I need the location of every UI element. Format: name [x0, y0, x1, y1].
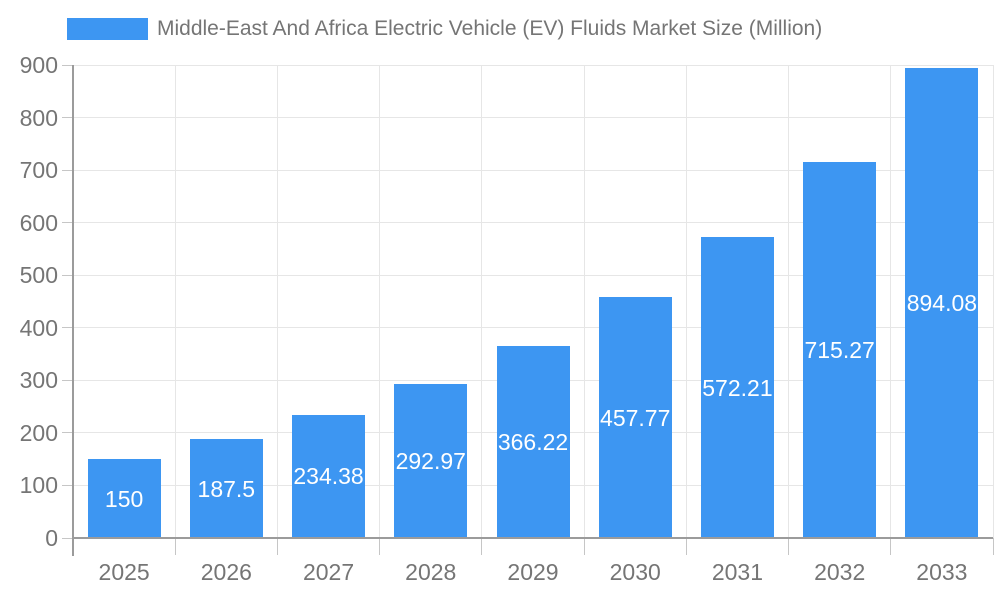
y-axis-label-400: 400: [19, 314, 58, 341]
x-axis-label-2031: 2031: [711, 559, 764, 585]
gridline-x-1: [174, 65, 176, 538]
chart-title: Middle-East And Africa Electric Vehicle …: [157, 17, 823, 40]
x-axis-label-2027: 2027: [302, 559, 355, 585]
bar-2027[interactable]: [292, 414, 366, 538]
bar-2031[interactable]: [700, 237, 774, 538]
bar-value-label-2033: 894.08: [906, 290, 978, 317]
gridline-y-500: [73, 274, 993, 276]
bar-value-label-2026: 187.5: [197, 475, 256, 502]
x-tick-6: [685, 538, 687, 555]
gridline-y-700: [73, 169, 993, 171]
x-tick-4: [481, 538, 483, 555]
y-tick-400: [62, 327, 73, 329]
gridline-x-3: [379, 65, 381, 538]
x-tick-1: [174, 538, 176, 555]
y-axis-line: [72, 65, 74, 556]
y-tick-100: [62, 484, 73, 486]
x-tick-3: [379, 538, 381, 555]
bar-2025[interactable]: [87, 459, 161, 538]
x-axis-label-2028: 2028: [405, 559, 457, 585]
gridline-y-600: [73, 222, 993, 224]
bar-2026[interactable]: [189, 439, 263, 538]
bar-value-label-2025: 150: [104, 485, 144, 512]
y-tick-500: [62, 274, 73, 276]
x-axis-label-2033: 2033: [916, 559, 968, 585]
bar-2028[interactable]: [394, 384, 468, 538]
bar-2032[interactable]: [803, 162, 877, 538]
y-axis-label-500: 500: [19, 262, 58, 289]
gridline-x-5: [583, 65, 585, 538]
y-tick-700: [62, 169, 73, 171]
y-tick-600: [62, 222, 73, 224]
gridline-x-8: [890, 65, 892, 538]
bar-value-label-2032: 715.27: [804, 337, 875, 364]
y-tick-200: [62, 432, 73, 434]
bar-value-label-2031: 572.21: [702, 374, 773, 401]
y-tick-300: [62, 379, 73, 381]
bar-value-label-2029: 366.22: [497, 428, 569, 455]
y-axis-label-300: 300: [19, 367, 58, 394]
x-tick-8: [890, 538, 892, 555]
x-tick-2: [276, 538, 278, 555]
x-axis-label-2029: 2029: [507, 559, 559, 585]
x-tick-7: [788, 538, 790, 555]
gridline-x-9: [992, 65, 994, 538]
y-axis-label-100: 100: [19, 472, 58, 499]
y-axis-label-800: 800: [19, 104, 58, 131]
y-axis-label-200: 200: [19, 419, 58, 446]
bar-2030[interactable]: [598, 297, 672, 538]
bar-value-label-2027: 234.38: [293, 463, 364, 490]
bar-2029[interactable]: [496, 345, 570, 538]
gridline-y-900: [73, 64, 993, 66]
gridline-x-4: [481, 65, 483, 538]
bar-value-label-2030: 457.77: [600, 404, 671, 431]
y-axis-label-900: 900: [19, 52, 58, 78]
gridline-x-2: [276, 65, 278, 538]
bar-2033[interactable]: [905, 68, 979, 538]
x-tick-5: [583, 538, 585, 555]
gridline-x-6: [685, 65, 687, 538]
x-tick-9: [992, 538, 994, 555]
y-axis-label-0: 0: [45, 525, 58, 551]
y-axis-label-700: 700: [19, 157, 58, 184]
bar-value-label-2028: 292.97: [395, 448, 466, 474]
x-axis-label-2032: 2032: [814, 559, 866, 585]
gridline-y-800: [73, 117, 993, 119]
legend-color-swatch: [67, 18, 148, 40]
x-axis-label-2026: 2026: [200, 559, 252, 585]
x-axis-line: [73, 537, 993, 539]
y-tick-800: [62, 117, 73, 119]
chart-legend: Middle-East And Africa Electric Vehicle …: [67, 17, 822, 41]
gridline-x-7: [788, 65, 790, 538]
gridline-y-400: [73, 327, 993, 329]
x-axis-label-2025: 2025: [98, 559, 150, 585]
y-axis-label-600: 600: [19, 209, 58, 236]
y-tick-900: [62, 64, 73, 66]
y-tick-0: [62, 537, 73, 539]
x-axis-label-2030: 2030: [609, 559, 661, 585]
